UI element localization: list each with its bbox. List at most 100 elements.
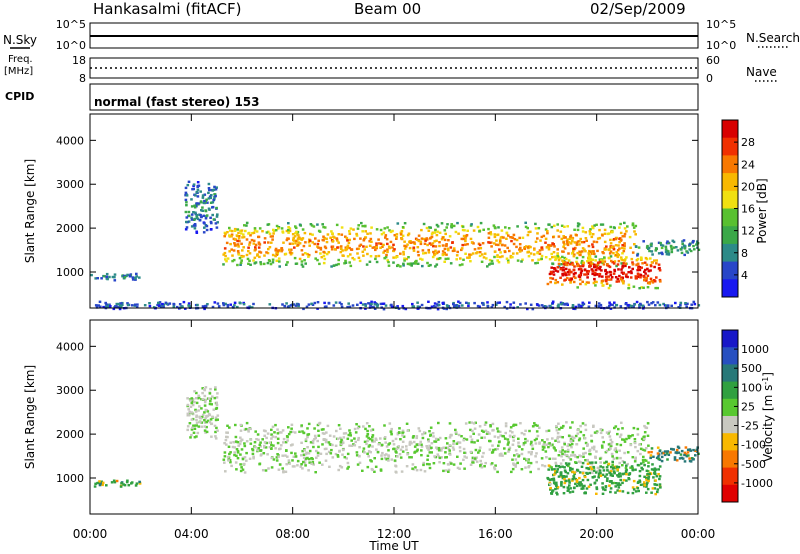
heatmap-cell xyxy=(537,227,541,230)
heatmap-cell xyxy=(211,201,215,204)
heatmap-cell xyxy=(138,480,141,484)
heatmap-cell xyxy=(352,443,355,446)
heatmap-cell xyxy=(660,246,664,250)
heatmap-cell xyxy=(566,276,569,280)
heatmap-cell xyxy=(514,449,518,452)
heatmap-cell xyxy=(365,435,369,438)
nsky-tick-bottom: 10^0 xyxy=(56,39,86,52)
colorbar-swatch xyxy=(722,330,738,348)
heatmap-cell xyxy=(549,280,552,284)
heatmap-cell xyxy=(258,243,262,246)
heatmap-cell xyxy=(199,417,203,420)
heatmap-cell xyxy=(261,469,265,472)
heatmap-cell xyxy=(511,255,514,259)
heatmap-cell xyxy=(499,236,503,239)
heatmap-cell xyxy=(415,469,419,472)
heatmap-cell xyxy=(595,479,598,482)
heatmap-cell xyxy=(368,260,372,263)
heatmap-cell xyxy=(327,301,331,305)
heatmap-cell xyxy=(274,249,277,252)
heatmap-cell xyxy=(600,269,603,272)
heatmap-cell xyxy=(520,249,523,252)
heatmap-cell xyxy=(302,431,305,435)
heatmap-cell xyxy=(616,255,620,259)
heatmap-cell xyxy=(327,450,331,454)
heatmap-cell xyxy=(486,305,490,308)
heatmap-cell xyxy=(239,436,242,439)
heatmap-cell xyxy=(355,451,359,454)
heatmap-cell xyxy=(201,194,205,197)
heatmap-cell xyxy=(388,422,392,425)
heatmap-cell xyxy=(670,304,673,307)
heatmap-cell xyxy=(398,431,401,434)
heatmap-cell xyxy=(606,263,609,266)
heatmap-cell xyxy=(363,451,366,454)
heatmap-cell xyxy=(580,305,583,308)
heatmap-cell xyxy=(317,445,320,449)
heatmap-cell xyxy=(206,410,210,413)
heatmap-cell xyxy=(93,485,97,488)
heatmap-cell xyxy=(667,453,671,456)
heatmap-cell xyxy=(436,225,440,228)
heatmap-cell xyxy=(563,243,566,246)
heatmap-cell xyxy=(557,475,561,478)
heatmap-cell xyxy=(447,239,450,242)
heatmap-cell xyxy=(421,264,424,268)
heatmap-cell xyxy=(112,479,116,482)
heatmap-cell xyxy=(623,235,626,238)
heatmap-cell xyxy=(642,455,645,459)
nsearch-label: N.Search xyxy=(746,31,800,45)
heatmap-cell xyxy=(512,463,516,467)
heatmap-cell xyxy=(548,272,552,276)
heatmap-cell xyxy=(434,437,438,441)
heatmap-cell xyxy=(275,459,279,462)
heatmap-cell xyxy=(246,428,250,431)
heatmap-cell xyxy=(225,260,228,263)
heatmap-cell xyxy=(494,448,497,451)
heatmap-cell xyxy=(564,273,568,276)
heatmap-cell xyxy=(645,279,648,282)
heatmap-cell xyxy=(596,261,600,264)
heatmap-cell xyxy=(382,308,386,311)
heatmap-cell xyxy=(572,250,575,253)
heatmap-cell xyxy=(598,228,601,232)
heatmap-cell xyxy=(208,208,211,211)
heatmap-cell xyxy=(105,272,109,276)
heatmap-cell xyxy=(349,253,352,256)
heatmap-cell xyxy=(412,246,416,249)
heatmap-cell xyxy=(413,242,417,245)
heatmap-cell xyxy=(575,480,579,483)
heatmap-cell xyxy=(441,301,445,305)
heatmap-cell xyxy=(585,239,588,242)
heatmap-cell xyxy=(554,472,557,475)
colorbar-tick-label: 20 xyxy=(741,180,755,193)
heatmap-cell xyxy=(381,302,385,305)
heatmap-cell xyxy=(312,463,315,466)
heatmap-cell xyxy=(228,426,231,429)
heatmap-cell xyxy=(687,454,690,457)
heatmap-cell xyxy=(447,468,451,472)
heatmap-cell xyxy=(643,424,646,428)
heatmap-cell xyxy=(466,256,469,259)
heatmap-cell xyxy=(405,422,409,425)
heatmap-cell xyxy=(622,262,625,265)
heatmap-cell xyxy=(401,450,405,453)
heatmap-cell xyxy=(98,483,102,487)
heatmap-cell xyxy=(594,284,597,287)
heatmap-cell xyxy=(623,232,627,236)
heatmap-cell xyxy=(620,262,623,265)
heatmap-cell xyxy=(594,304,598,308)
heatmap-cell xyxy=(477,247,480,250)
heatmap-cell xyxy=(595,273,598,276)
heatmap-cell xyxy=(400,230,404,233)
heatmap-cell xyxy=(650,450,653,454)
heatmap-cell xyxy=(524,302,527,305)
heatmap-cell xyxy=(562,263,566,266)
heatmap-cell xyxy=(371,428,375,431)
heatmap-cell xyxy=(118,306,121,309)
heatmap-cell xyxy=(105,277,109,280)
heatmap-cell xyxy=(650,250,654,253)
heatmap-cell xyxy=(323,301,326,305)
heatmap-cell xyxy=(350,439,353,442)
heatmap-cell xyxy=(557,256,560,259)
